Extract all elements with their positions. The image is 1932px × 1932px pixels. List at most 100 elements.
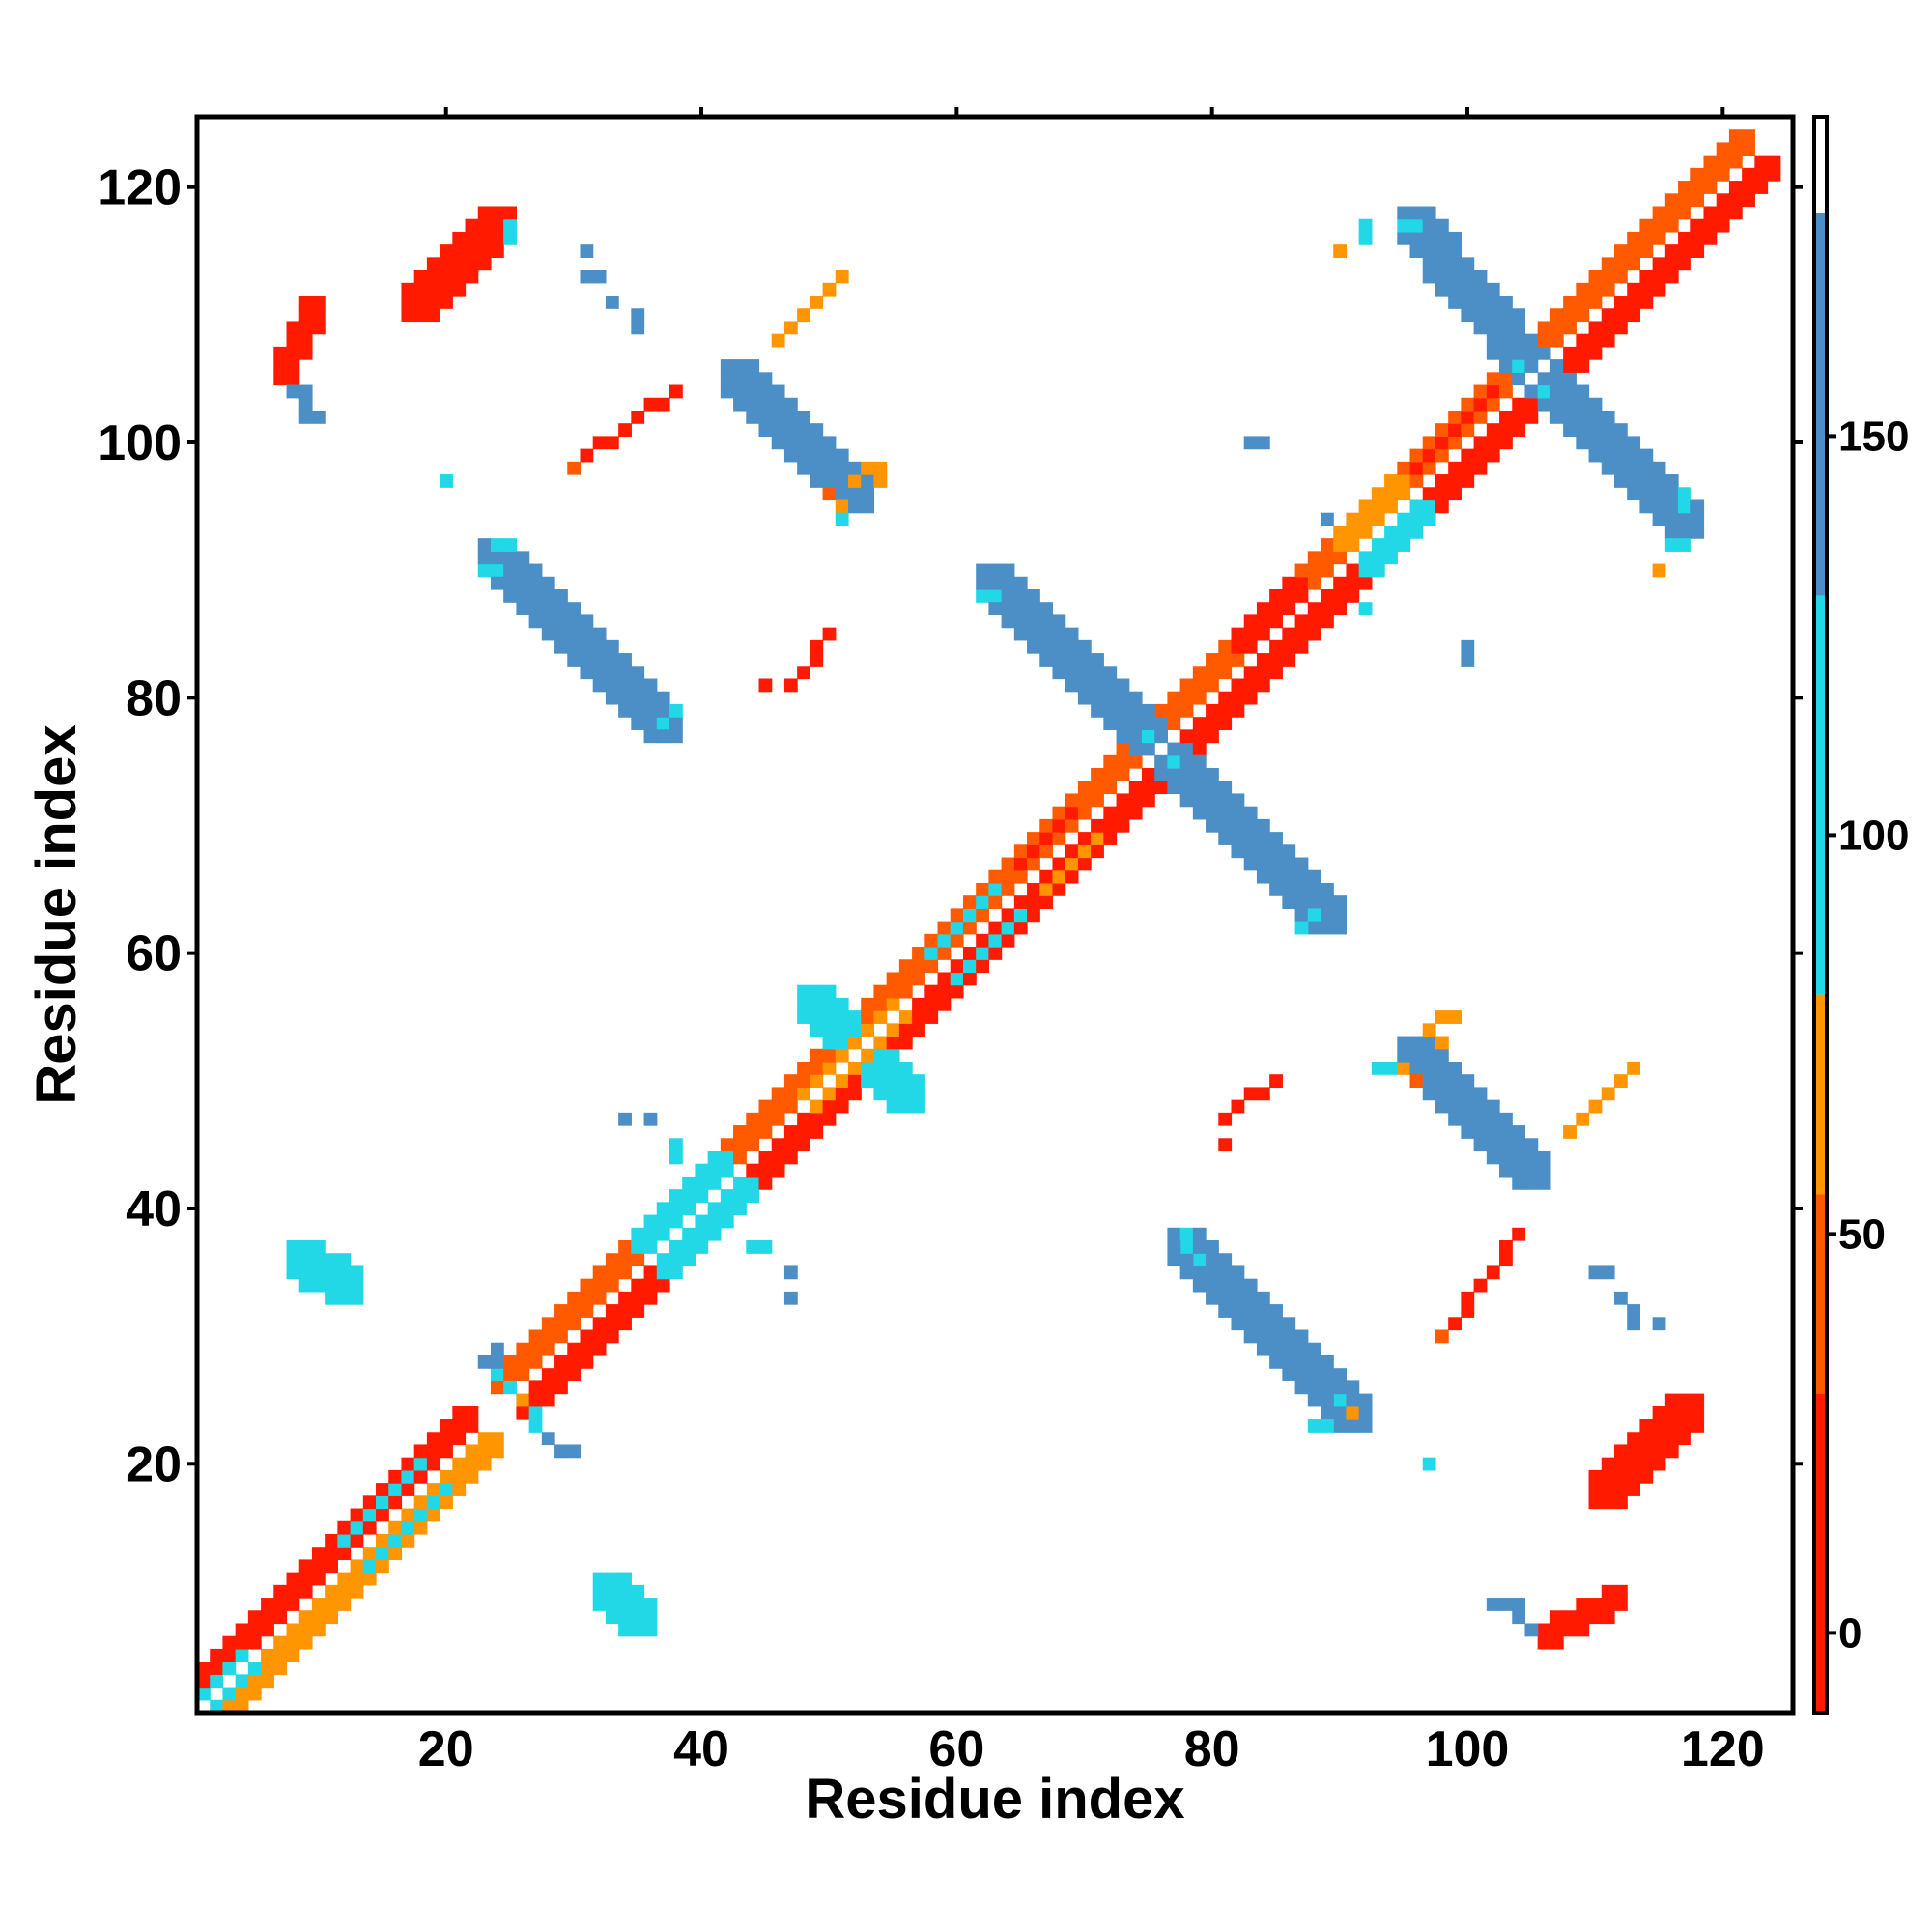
- heatmap-cell: [554, 1329, 568, 1344]
- heatmap-cell: [618, 1598, 632, 1611]
- heatmap-cell: [1371, 538, 1385, 552]
- heatmap-cell: [541, 1432, 555, 1446]
- heatmap-cell: [835, 512, 849, 526]
- heatmap-cell: [797, 1125, 810, 1139]
- heatmap-cell: [388, 1495, 403, 1510]
- heatmap-cell: [337, 1278, 352, 1293]
- heatmap-cell: [912, 1099, 925, 1114]
- heatmap-cell: [810, 423, 824, 437]
- heatmap-cell: [413, 1495, 428, 1510]
- heatmap-cell: [1282, 857, 1296, 871]
- heatmap-cell: [1499, 333, 1513, 348]
- heatmap-cell: [1524, 1151, 1539, 1165]
- heatmap-cell: [477, 206, 492, 220]
- heatmap-cell: [235, 1635, 249, 1650]
- heatmap-cell: [1422, 231, 1436, 245]
- heatmap-cell: [261, 1662, 274, 1675]
- colorbar-tick-label: 0: [1838, 1609, 1861, 1657]
- heatmap-cell: [656, 1227, 670, 1241]
- heatmap-cell: [580, 1304, 594, 1318]
- colorbar-band: [1814, 595, 1827, 995]
- heatmap-cell: [1588, 1610, 1603, 1625]
- heatmap-cell: [631, 1240, 645, 1254]
- heatmap-cell: [937, 972, 952, 986]
- heatmap-cell: [503, 563, 517, 578]
- heatmap-cell: [1461, 1304, 1475, 1318]
- heatmap-cell: [567, 1291, 582, 1305]
- heatmap-cell: [962, 947, 977, 960]
- heatmap-cell: [503, 588, 517, 603]
- heatmap-cell: [580, 270, 594, 284]
- heatmap-cell: [783, 1074, 798, 1089]
- heatmap-cell: [554, 614, 568, 629]
- heatmap-cell: [848, 1061, 862, 1075]
- heatmap-cell: [1039, 627, 1054, 641]
- heatmap-cell: [1664, 244, 1679, 258]
- heatmap-cell: [1690, 512, 1705, 526]
- heatmap-cell: [1282, 895, 1296, 909]
- heatmap-cell: [235, 1687, 249, 1701]
- heatmap-cell: [1206, 806, 1219, 820]
- heatmap-cell: [1524, 384, 1539, 399]
- heatmap-cell: [810, 1099, 824, 1114]
- heatmap-cell: [707, 1151, 722, 1165]
- heatmap-cell: [1167, 1227, 1181, 1241]
- heatmap-cell: [247, 1610, 262, 1625]
- heatmap-cell: [1321, 908, 1334, 923]
- heatmap-cell: [797, 423, 810, 437]
- heatmap-cell: [898, 984, 913, 999]
- heatmap-cell: [1384, 525, 1398, 539]
- heatmap-cell: [873, 1036, 888, 1050]
- heatmap-cell: [950, 921, 964, 935]
- heatmap-cell: [311, 1559, 326, 1574]
- heatmap-cell: [298, 1572, 313, 1586]
- heatmap-cell: [898, 1087, 913, 1101]
- heatmap-cell: [822, 474, 837, 488]
- heatmap-cell: [861, 1061, 875, 1075]
- heatmap-cell: [771, 1087, 785, 1101]
- heatmap-cell: [1013, 588, 1028, 603]
- heatmap-cell: [1601, 308, 1615, 323]
- heatmap-cell: [1652, 218, 1666, 233]
- heatmap-cell: [1243, 666, 1258, 680]
- heatmap-cell: [247, 1662, 262, 1675]
- heatmap-cell: [976, 933, 989, 948]
- heatmap-cell: [1499, 1240, 1513, 1254]
- heatmap-cell: [873, 1087, 888, 1101]
- heatmap-cell: [1243, 806, 1258, 820]
- heatmap-cell: [771, 397, 785, 412]
- heatmap-cell: [1192, 1253, 1207, 1267]
- heatmap-cell: [1282, 588, 1296, 603]
- heatmap-cell: [1576, 1623, 1590, 1637]
- heatmap-cell: [592, 436, 607, 450]
- heatmap-cell: [426, 257, 440, 271]
- heatmap-cell: [668, 1202, 683, 1216]
- heatmap-cell: [1486, 1138, 1500, 1152]
- heatmap-cell: [631, 321, 645, 335]
- heatmap-cell: [1690, 167, 1705, 182]
- heatmap-cell: [1256, 436, 1270, 450]
- heatmap-cell: [1091, 678, 1104, 693]
- heatmap-cell: [235, 1674, 249, 1689]
- heatmap-cell: [1422, 244, 1436, 258]
- heatmap-cell: [797, 308, 810, 323]
- heatmap-cell: [325, 1533, 338, 1548]
- heatmap-cell: [362, 1520, 377, 1535]
- heatmap-cell: [465, 1457, 479, 1471]
- heatmap-cell: [273, 1662, 288, 1675]
- heatmap-cell: [1206, 1291, 1219, 1305]
- heatmap-cell: [350, 1584, 364, 1599]
- heatmap-cell: [1206, 1253, 1219, 1267]
- heatmap-cell: [413, 1508, 428, 1522]
- heatmap-cell: [771, 333, 785, 348]
- heatmap-cell: [1664, 538, 1679, 552]
- heatmap-cell: [1103, 781, 1118, 795]
- heatmap-cell: [1077, 666, 1092, 680]
- heatmap-cell: [1218, 1291, 1233, 1305]
- heatmap-cell: [1179, 691, 1194, 705]
- heatmap-cell: [733, 397, 747, 412]
- heatmap-cell: [1422, 1048, 1436, 1063]
- heatmap-cell: [516, 1406, 530, 1420]
- heatmap-cell: [1218, 639, 1233, 654]
- heatmap-cell: [886, 1074, 900, 1089]
